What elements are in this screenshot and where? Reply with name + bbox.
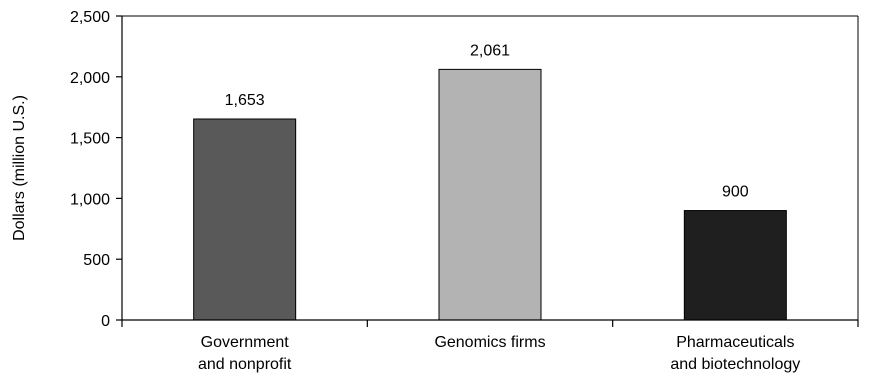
y-tick-label: 500 xyxy=(83,252,110,269)
y-tick-label: 1,500 xyxy=(70,131,110,148)
category-label: Pharmaceuticals xyxy=(676,334,794,351)
category-label: and biotechnology xyxy=(670,356,800,373)
category-label: and nonprofit xyxy=(198,356,292,373)
bar-value-label: 900 xyxy=(722,184,749,201)
bar-value-label: 2,061 xyxy=(470,42,510,59)
y-tick-label: 1,000 xyxy=(70,191,110,208)
category-label: Government xyxy=(201,334,290,351)
y-axis-title: Dollars (million U.S.) xyxy=(11,95,28,241)
bar-value-label: 1,653 xyxy=(225,92,265,109)
bar xyxy=(438,68,542,321)
y-tick-label: 2,000 xyxy=(70,70,110,87)
bar xyxy=(193,118,297,321)
y-tick-label: 2,500 xyxy=(70,9,110,26)
category-label: Genomics firms xyxy=(434,334,545,351)
y-tick-label: 0 xyxy=(101,313,110,330)
bar xyxy=(683,210,787,321)
